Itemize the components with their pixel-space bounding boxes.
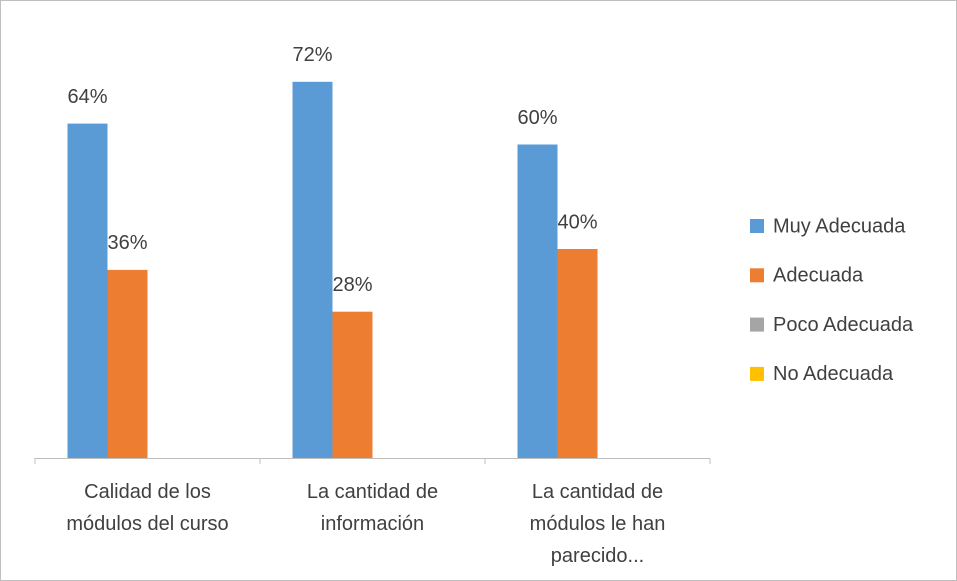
x-tick-label: Calidad de los módulos del curso [66, 481, 229, 535]
bar [67, 123, 108, 458]
data-label: 40% [557, 211, 597, 233]
legend-label: No Adecuada [773, 363, 894, 385]
data-label: 72% [292, 44, 332, 66]
legend-label: Poco Adecuada [773, 314, 914, 336]
legend-swatch [750, 317, 764, 332]
data-label: 28% [332, 274, 372, 296]
data-label: 64% [67, 86, 107, 108]
bar [107, 269, 148, 458]
bar [292, 81, 333, 459]
x-tick-label: La cantidad de módulos le han parecido..… [529, 481, 666, 567]
legend-label: Muy Adecuada [773, 215, 906, 237]
data-label: 60% [517, 107, 557, 129]
legend-label: Adecuada [773, 265, 864, 287]
bar [557, 249, 598, 458]
bar [332, 311, 373, 458]
legend-swatch [750, 219, 764, 233]
legend-swatch [750, 268, 764, 283]
x-tick-label: La cantidad de información [306, 481, 439, 535]
bar [517, 144, 558, 458]
legend-swatch [750, 366, 764, 381]
data-label: 36% [107, 232, 147, 254]
